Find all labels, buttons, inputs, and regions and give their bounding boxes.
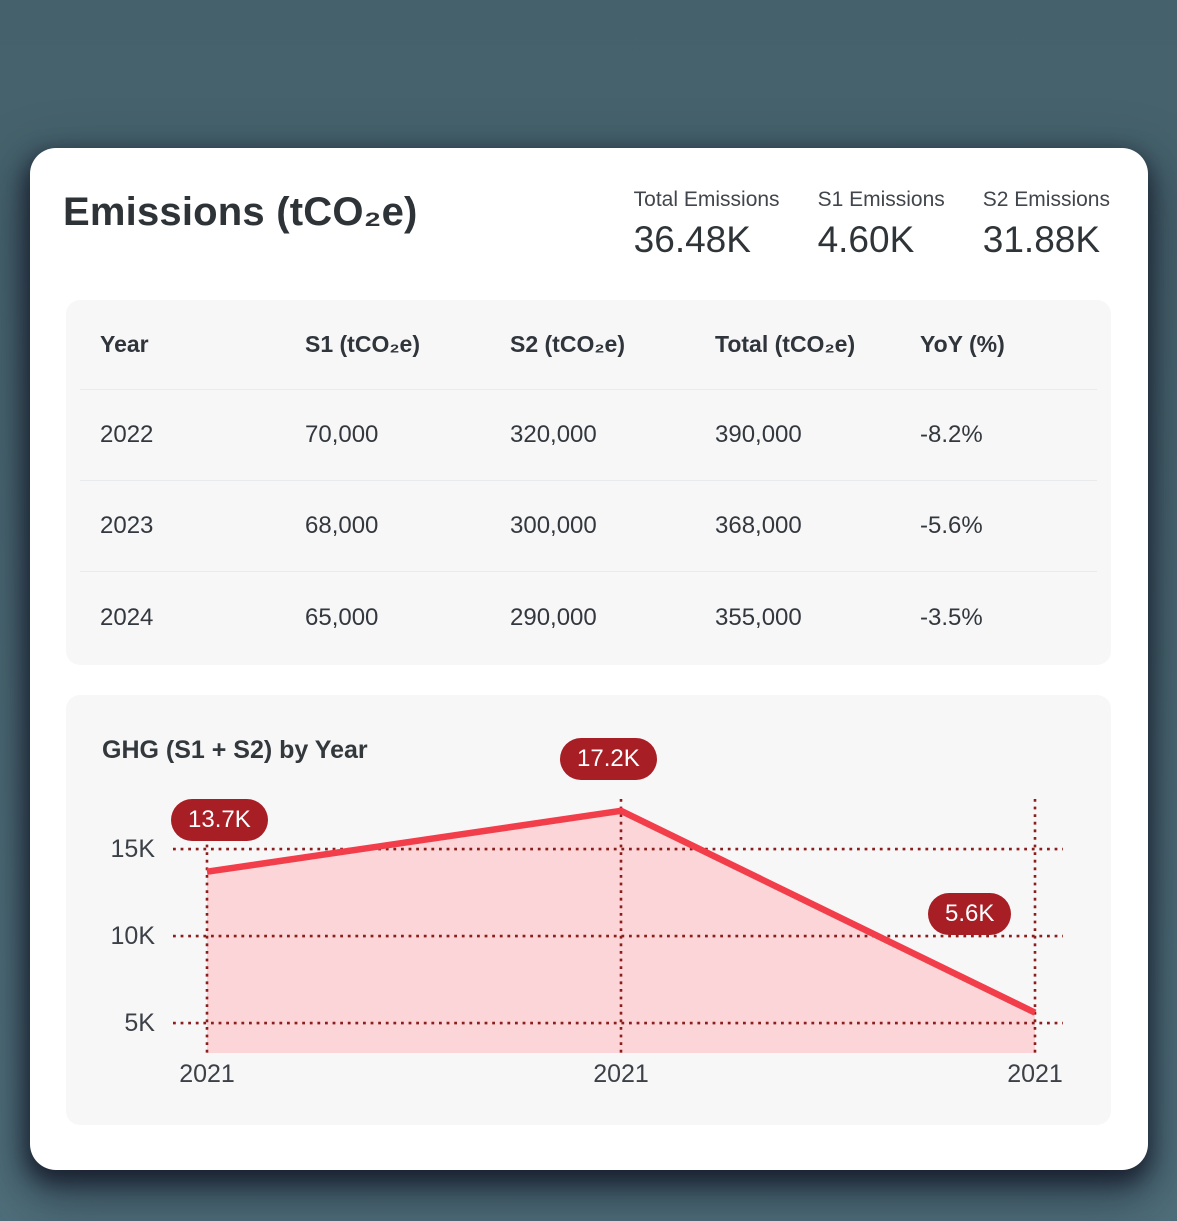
area-fill [207,810,1035,1053]
table-row: 2024 65,000 290,000 355,000 -3.5% [80,572,1097,663]
table-row: 2022 70,000 320,000 390,000 -8.2% [80,390,1097,481]
kpi-label: S2 Emissions [982,188,1110,211]
plot-area: 13.7K 17.2K 5.6K [171,737,1063,1053]
point-label-pill: 13.7K [171,798,268,841]
page-title: Emissions (tCO₂e) [63,190,418,234]
table-cell: 2024 [100,603,154,631]
table-cell: 290,000 [510,603,597,631]
table-cell: 368,000 [715,512,802,539]
kpi-s2-emissions: S2 Emissions 31.88K [983,188,1110,261]
table-cell: 2022 [100,421,154,448]
table-body: 2022 70,000 320,000 390,000 -8.2% 2023 68,000 3… [80,390,1097,663]
chart-title: GHG (S1 + S2) by Year [102,736,368,764]
y-tick-label: 5K [124,1009,155,1038]
kpi-s1-emissions: S1 Emissions 4.60K [818,188,945,261]
point-label-pill: 17.2K [560,737,657,780]
emissions-table-panel: Year S1 (tCO₂e) S2 (tCO₂e) Total (tCO₂e) YoY… [66,300,1111,665]
table-cell: 65,000 [305,603,379,631]
table-header-cell: S2 (tCO₂e) [510,331,626,357]
kpi-label: S1 Emissions [817,188,945,211]
card-header: Emissions (tCO₂e) Total Emissions 36.48K… [30,148,1148,261]
kpi-value: 31.88K [982,219,1101,260]
emissions-card: Emissions (tCO₂e) Total Emissions 36.48K… [30,148,1148,1170]
table-cell: 320,000 [510,421,597,448]
x-tick-label: 2021 [1007,1060,1063,1088]
kpi-value: 4.60K [817,219,915,260]
ghg-area-chart [173,799,1063,1053]
point-label-pill: 5.6K [928,892,1012,935]
kpi-label: Total Emissions [633,188,780,211]
table-header-cell: Year [100,331,149,357]
table-cell: -3.5% [920,603,983,631]
table-header-cell: S1 (tCO₂e) [305,331,421,357]
y-tick-label: 10K [110,922,155,951]
table-cell: 70,000 [305,421,379,448]
table-header-cell: Total (tCO₂e) [715,331,856,357]
table-cell: 300,000 [510,512,597,539]
table-cell: 68,000 [305,512,379,539]
table-cell: 390,000 [715,421,802,448]
y-axis-labels: 15K 10K 5K [66,799,155,1053]
x-tick-label: 2021 [593,1060,649,1088]
table-cell: -5.6% [920,512,983,539]
table-row: 2023 68,000 300,000 368,000 -5.6% [80,481,1097,572]
y-tick-label: 15K [110,835,155,864]
kpi-group: Total Emissions 36.48K S1 Emissions 4.60… [634,188,1110,261]
kpi-total-emissions: Total Emissions 36.48K [634,188,780,261]
table-header-cell: YoY (%) [920,331,1005,357]
kpi-value: 36.48K [633,219,751,260]
x-tick-label: 2021 [179,1060,235,1088]
trend-line [206,807,1037,1016]
x-axis-labels: 2021 2021 2021 [173,1060,1063,1094]
ghg-chart-panel: GHG (S1 + S2) by Year 15K 10K 5K 13.7K 17.2… [66,695,1111,1125]
table-cell: -8.2% [920,421,983,448]
table-cell: 355,000 [715,603,802,631]
table-cell: 2023 [100,512,154,539]
table-header-row: Year S1 (tCO₂e) S2 (tCO₂e) Total (tCO₂e) YoY… [80,300,1097,390]
